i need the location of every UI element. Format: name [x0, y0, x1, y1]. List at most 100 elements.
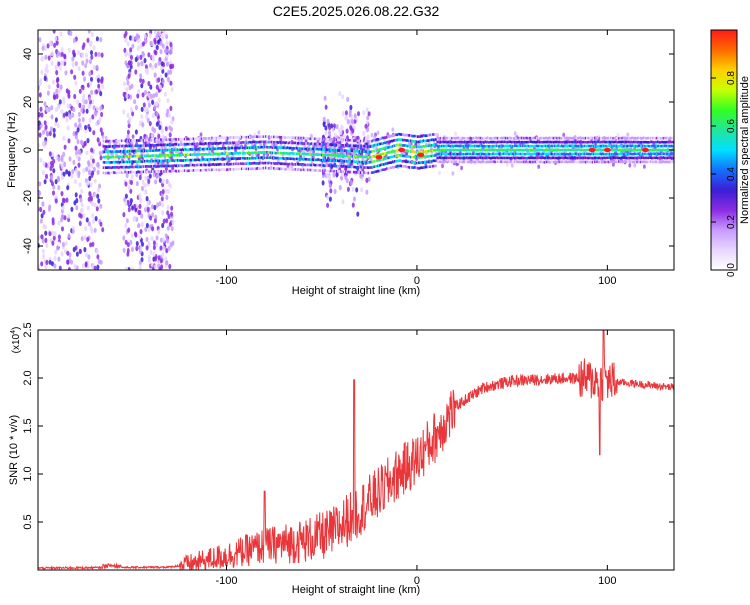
noise-cell — [144, 34, 147, 39]
noise-cell — [154, 264, 157, 269]
noise-cell — [89, 127, 92, 132]
noise-cell — [56, 41, 59, 46]
noise-cell — [123, 81, 126, 86]
noise-cell — [38, 181, 41, 186]
noise-cell — [45, 243, 48, 248]
halo-cell — [257, 130, 260, 134]
noise-cell — [161, 35, 164, 40]
halo-cell — [452, 171, 455, 175]
noise-cell — [44, 225, 47, 230]
noise-cell — [140, 61, 143, 66]
noise-cell — [96, 162, 99, 167]
noise-cell — [154, 72, 157, 77]
noise-cell — [74, 122, 77, 127]
noise-cell — [66, 88, 69, 93]
noise-cell — [142, 180, 145, 185]
noise-cell — [130, 180, 133, 185]
noise-cell — [78, 66, 81, 71]
noise-cell — [45, 260, 48, 265]
noise-cell — [55, 89, 58, 94]
noise-cell — [90, 41, 93, 46]
noise-cell — [70, 207, 73, 212]
noise-cell — [90, 90, 93, 95]
noise-cell — [63, 198, 66, 203]
noise-cell — [153, 240, 156, 245]
noise-cell — [148, 255, 151, 260]
noise-cell — [345, 110, 348, 115]
noise-cell — [162, 79, 165, 84]
noise-cell — [140, 83, 143, 88]
noise-cell — [129, 47, 132, 52]
noise-cell — [326, 173, 329, 178]
noise-cell — [74, 81, 77, 86]
noise-cell — [145, 114, 148, 119]
noise-cell — [157, 134, 160, 139]
noise-cell — [162, 189, 165, 194]
noise-cell — [44, 76, 47, 81]
noise-cell — [149, 33, 152, 38]
noise-cell — [51, 51, 54, 56]
noise-cell — [130, 55, 133, 60]
noise-cell — [99, 151, 102, 156]
noise-cell — [97, 84, 100, 89]
noise-cell — [165, 195, 168, 200]
noise-cell — [77, 139, 80, 144]
noise-cell — [139, 198, 142, 203]
noise-cell — [141, 222, 144, 227]
noise-cell — [167, 77, 170, 82]
noise-cell — [328, 125, 331, 130]
halo-cell — [132, 134, 135, 138]
noise-cell — [96, 194, 99, 199]
noise-cell — [65, 117, 68, 122]
noise-cell — [40, 70, 43, 75]
noise-cell — [46, 131, 49, 136]
noise-cell — [74, 179, 77, 184]
noise-cell — [41, 56, 44, 61]
noise-cell — [61, 47, 64, 52]
noise-cell — [341, 126, 344, 131]
noise-cell — [135, 105, 138, 110]
noise-cell — [154, 218, 157, 223]
noise-cell — [72, 50, 75, 55]
noise-cell — [160, 258, 163, 263]
noise-cell — [131, 84, 134, 89]
noise-cell — [322, 180, 325, 185]
noise-cell — [85, 262, 88, 267]
noise-cell — [65, 111, 68, 116]
noise-cell — [362, 110, 365, 115]
noise-cell — [347, 119, 350, 124]
noise-cell — [98, 259, 101, 264]
noise-cell — [87, 138, 90, 143]
noise-cell — [78, 163, 81, 168]
noise-cell — [76, 154, 79, 159]
noise-cell — [99, 204, 102, 209]
noise-cell — [324, 96, 327, 101]
noise-cell — [167, 205, 170, 210]
noise-cell — [130, 107, 133, 112]
noise-cell — [44, 238, 47, 243]
band-cell — [435, 133, 437, 136]
noise-cell — [57, 257, 60, 262]
noise-cell — [94, 52, 97, 57]
noise-cell — [146, 196, 149, 201]
noise-cell — [160, 245, 163, 250]
noise-cell — [149, 215, 152, 220]
noise-cell — [144, 190, 147, 195]
noise-cell — [49, 231, 52, 236]
noise-cell — [87, 254, 90, 259]
noise-cell — [149, 41, 152, 46]
noise-cell — [71, 174, 74, 179]
noise-cell — [147, 179, 150, 184]
noise-cell — [141, 242, 144, 247]
noise-cell — [154, 179, 157, 184]
noise-cell — [339, 185, 342, 190]
noise-cell — [152, 57, 155, 62]
noise-cell — [69, 31, 72, 36]
noise-cell — [130, 198, 133, 203]
noise-cell — [159, 85, 162, 90]
noise-cell — [131, 233, 134, 238]
noise-cell — [165, 218, 168, 223]
noise-cell — [79, 123, 82, 128]
noise-cell — [159, 178, 162, 183]
noise-cell — [48, 204, 51, 209]
